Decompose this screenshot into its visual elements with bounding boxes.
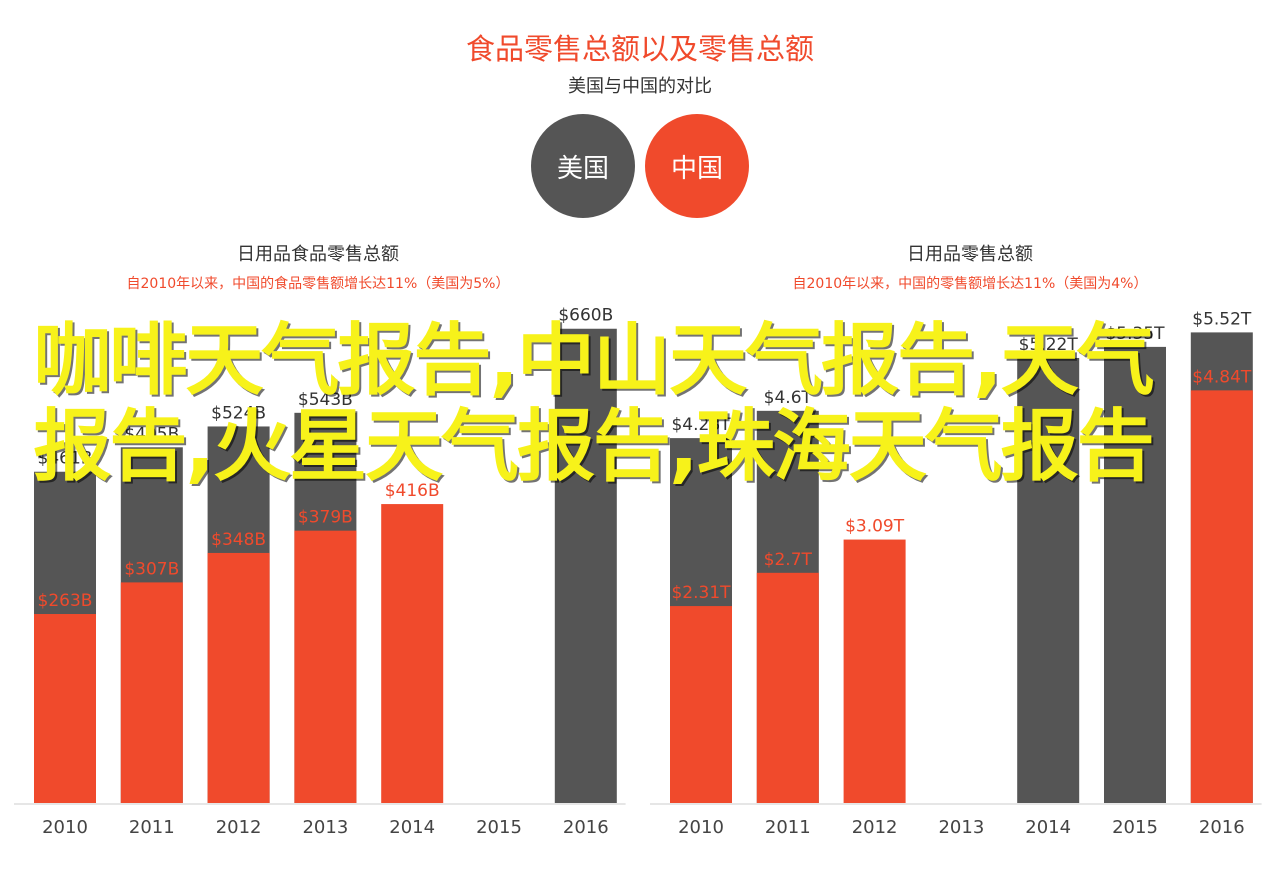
data-label-china: $416B	[385, 481, 440, 501]
data-label-us: $461B	[38, 449, 93, 469]
x-tick-label: 2010	[42, 817, 88, 838]
data-label-us: $524B	[211, 403, 266, 423]
bar-china	[207, 552, 270, 803]
left-chart-title: 日用品食品零售总额	[237, 244, 399, 265]
page-title: 食品零售总额以及零售总额	[465, 32, 814, 66]
bar-us	[1017, 357, 1080, 803]
x-tick-label: 2014	[1025, 817, 1071, 838]
overlay-watermark-text: 咖啡天气报告,中山天气报告,天气报告,火星天气报告,珠海天气报告	[33, 316, 1154, 492]
x-tick-label: 2016	[1199, 817, 1245, 838]
data-label-us: $5.52T	[1192, 309, 1252, 329]
bar-china	[120, 582, 183, 803]
data-label-china: $307B	[124, 559, 179, 579]
x-tick-label: 2013	[938, 817, 984, 838]
x-tick-label: 2015	[1112, 817, 1158, 838]
bar-china	[670, 606, 732, 803]
bar-china	[34, 614, 96, 803]
data-label-china: $3.09T	[845, 517, 905, 537]
data-label-china: $2.31T	[671, 583, 731, 603]
data-label-china: $379B	[298, 508, 353, 528]
legend-bubble-us: 美国	[531, 114, 635, 218]
bar-us	[554, 328, 617, 803]
bar-china	[1190, 390, 1253, 803]
data-label-china: $263B	[38, 591, 93, 611]
x-tick-label: 2013	[302, 817, 348, 838]
x-tick-label: 2011	[129, 817, 175, 838]
data-label-us: $543B	[298, 390, 353, 410]
bar-china	[756, 572, 819, 803]
x-tick-label: 2010	[678, 817, 724, 838]
left-chart-subtitle: 自2010年以来，中国的食品零售额增长达11%（美国为5%）	[126, 276, 510, 292]
x-tick-label: 2012	[216, 817, 262, 838]
data-label-us: $5.22T	[1019, 335, 1079, 355]
x-tick-label: 2016	[563, 817, 609, 838]
legend-bubble-cn: 中国	[645, 114, 749, 218]
x-tick-label: 2011	[765, 817, 811, 838]
data-label-us: $4.28T	[671, 415, 731, 435]
right-chart-title: 日用品零售总额	[907, 244, 1033, 265]
x-tick-label: 2012	[852, 817, 898, 838]
legend-label-us: 美国	[556, 153, 609, 184]
data-label-us: $4.6T	[764, 388, 813, 408]
data-label-us: $660B	[558, 306, 613, 326]
data-label-us: $5.35T	[1105, 324, 1165, 344]
x-tick-label: 2014	[389, 817, 435, 838]
page-subtitle: 美国与中国的对比	[568, 76, 712, 97]
data-label-us: $495B	[124, 424, 179, 444]
bar-china	[381, 504, 444, 803]
data-label-china: $348B	[211, 530, 266, 550]
right-chart-subtitle: 自2010年以来，中国的零售额增长达11%（美国为4%）	[792, 276, 1148, 292]
bar-us	[1104, 346, 1166, 803]
x-tick-label: 2015	[476, 817, 522, 838]
bar-china	[843, 539, 906, 803]
data-label-china: $2.7T	[764, 550, 813, 570]
data-label-china: $4.84T	[1192, 367, 1252, 387]
legend-label-cn: 中国	[670, 153, 723, 184]
bar-china	[294, 530, 357, 803]
